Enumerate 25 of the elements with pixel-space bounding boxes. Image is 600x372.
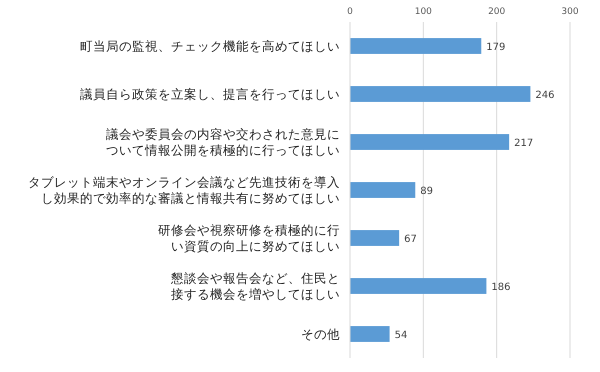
bar: [350, 230, 400, 246]
x-tick-label: 0: [347, 7, 354, 17]
x-tick-label: 100: [414, 7, 432, 17]
data-label: 89: [420, 186, 433, 197]
bar: [350, 134, 510, 150]
data-label: 186: [491, 282, 510, 293]
bar: [350, 182, 416, 198]
bar: [350, 38, 482, 54]
data-label: 54: [394, 330, 408, 341]
data-label: 67: [404, 234, 417, 245]
y-tick-label: 議会や委員会の内容や交わされた意見について情報公開を積極的に行ってほしい: [106, 126, 340, 158]
x-tick-label: 300: [561, 7, 579, 17]
data-label: 217: [514, 138, 534, 149]
bar: [350, 326, 390, 342]
bar: [350, 86, 530, 102]
bar: [350, 278, 486, 294]
y-tick-label: 町当局の監視、チェック機能を高めてほしい: [80, 38, 340, 54]
y-tick-label: 研修会や視察研修を積極的に行い資質の向上に努めてほしい: [158, 222, 340, 254]
x-tick-label: 200: [488, 7, 506, 17]
y-tick-label: 懇談会や報告会など、住民と接する機会を増やしてほしい: [170, 270, 340, 302]
y-tick-label: タブレット端末やオンライン会議など先進技術を導入し効果的で効率的な審議と情報共有に努めてほしい: [28, 174, 340, 206]
data-label: 246: [535, 90, 554, 101]
data-label: 179: [486, 42, 506, 53]
y-tick-label: その他: [301, 326, 340, 342]
y-tick-label: 議員自ら政策を立案し、提言を行ってほしい: [80, 86, 340, 102]
